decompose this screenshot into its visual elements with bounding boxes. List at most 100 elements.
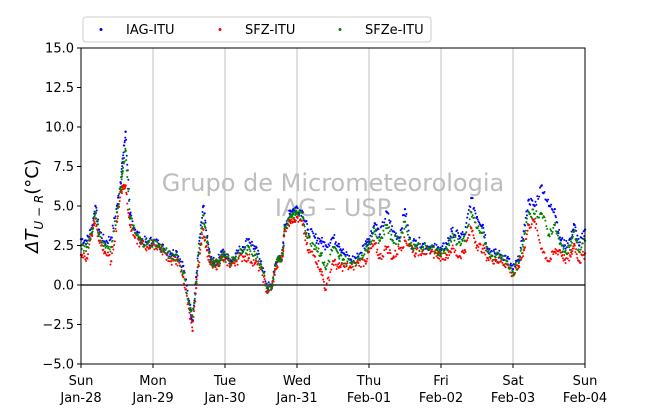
data-point [223, 251, 226, 254]
data-point [418, 249, 421, 252]
data-point [141, 242, 144, 245]
data-point [308, 236, 311, 239]
data-point [461, 249, 464, 252]
data-point [437, 253, 440, 256]
data-point [195, 280, 198, 283]
data-point [494, 248, 497, 251]
data-point [352, 268, 355, 271]
data-point [329, 253, 332, 256]
data-point [165, 247, 168, 250]
data-point [531, 199, 534, 202]
data-point [395, 238, 398, 241]
data-point [376, 248, 379, 251]
data-point [189, 318, 192, 321]
data-point [149, 236, 152, 239]
data-point [372, 244, 375, 247]
data-point [449, 239, 452, 242]
data-point [481, 251, 484, 254]
data-point [335, 268, 338, 271]
data-point [383, 221, 386, 224]
data-point [340, 254, 343, 257]
data-point [363, 253, 366, 256]
data-point [314, 233, 317, 236]
data-point [448, 254, 451, 257]
data-point [393, 231, 396, 234]
data-point [381, 236, 384, 239]
data-point [251, 244, 254, 247]
data-point [127, 211, 130, 214]
x-tick-label-day: Sat [502, 374, 523, 389]
data-point [211, 258, 214, 261]
y-tick-label: 7.5 [53, 160, 74, 175]
data-point [306, 236, 309, 239]
data-point [315, 246, 318, 249]
data-point [154, 247, 157, 250]
data-point [313, 244, 317, 247]
data-point [93, 224, 96, 227]
data-point [508, 257, 511, 260]
data-point [109, 250, 112, 253]
data-point [122, 154, 125, 157]
data-point [251, 264, 254, 267]
data-point [553, 207, 556, 211]
data-point [169, 255, 173, 258]
data-point [486, 256, 489, 260]
data-point [223, 255, 227, 258]
data-point [271, 282, 274, 285]
data-point [136, 233, 139, 236]
data-point [197, 253, 200, 256]
data-point [566, 257, 569, 260]
data-point [112, 227, 115, 230]
data-point [369, 234, 372, 237]
data-point [193, 302, 196, 305]
data-point [426, 248, 429, 251]
data-point [282, 246, 285, 249]
data-point [201, 233, 204, 236]
data-point [403, 220, 407, 223]
data-point [299, 218, 302, 221]
data-point [124, 184, 127, 187]
data-point [375, 235, 378, 238]
data-point [388, 249, 391, 252]
data-point [341, 270, 344, 273]
data-point [360, 251, 363, 254]
data-point [434, 251, 437, 254]
data-point [306, 249, 309, 252]
data-point [230, 264, 233, 267]
data-point [568, 246, 571, 249]
data-point [185, 294, 188, 297]
data-point [554, 248, 557, 251]
data-point [404, 240, 407, 243]
data-point [431, 250, 434, 253]
data-point [234, 252, 237, 255]
data-point [143, 235, 146, 238]
data-point [316, 266, 319, 269]
data-point [185, 284, 188, 287]
data-point [504, 266, 507, 269]
data-point [385, 227, 388, 230]
data-point [346, 253, 349, 256]
data-point [253, 245, 256, 248]
data-point [445, 245, 448, 248]
data-point [319, 268, 322, 271]
data-point [533, 212, 536, 216]
data-point [87, 253, 90, 256]
data-point [564, 261, 567, 264]
data-point [91, 234, 94, 237]
data-point [385, 223, 389, 227]
data-point [276, 258, 279, 261]
data-point [345, 251, 348, 254]
data-point [462, 237, 465, 240]
data-point [548, 260, 551, 263]
data-point [322, 278, 325, 281]
data-point [388, 221, 391, 224]
data-point [176, 264, 179, 267]
data-point [522, 239, 525, 242]
ylabel-delta: ΔT [22, 228, 43, 255]
data-point [321, 274, 324, 277]
data-point [399, 246, 402, 249]
x-tick-label-day: Mon [139, 374, 166, 389]
data-point [175, 253, 178, 257]
data-point [546, 227, 549, 230]
data-point [138, 245, 141, 248]
